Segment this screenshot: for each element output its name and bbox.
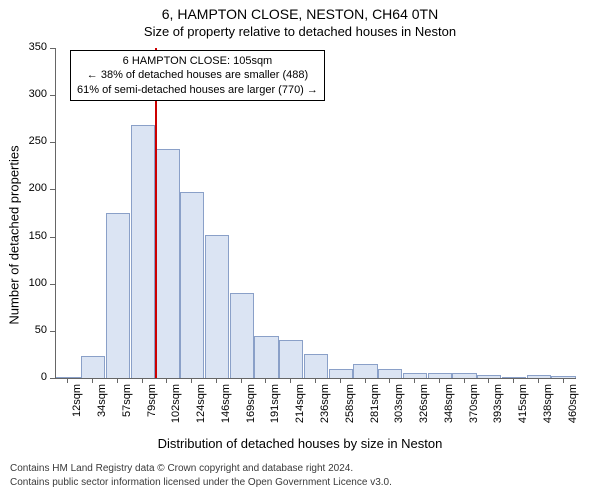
y-tick <box>50 189 55 190</box>
y-tick-label: 250 <box>19 135 47 147</box>
copyright-line-1: Contains HM Land Registry data © Crown c… <box>10 463 353 474</box>
x-tick-label: 281sqm <box>369 384 381 434</box>
y-tick-label: 350 <box>19 41 47 53</box>
y-tick <box>50 284 55 285</box>
x-tick-label: 169sqm <box>245 384 257 434</box>
x-tick <box>241 378 242 383</box>
chart-title-main: 6, HAMPTON CLOSE, NESTON, CH64 0TN <box>0 6 600 22</box>
histogram-bar <box>155 149 179 378</box>
x-tick-label: 348sqm <box>443 384 455 434</box>
x-tick <box>142 378 143 383</box>
x-tick-label: 34sqm <box>96 384 108 434</box>
x-tick <box>340 378 341 383</box>
x-tick-label: 460sqm <box>567 384 579 434</box>
x-tick-label: 415sqm <box>517 384 529 434</box>
x-tick <box>538 378 539 383</box>
y-tick <box>50 378 55 379</box>
copyright-line-2: Contains public sector information licen… <box>10 477 392 488</box>
x-tick <box>315 378 316 383</box>
x-tick <box>290 378 291 383</box>
x-tick <box>563 378 564 383</box>
y-tick-label: 300 <box>19 88 47 100</box>
y-tick-label: 50 <box>19 324 47 336</box>
x-tick-label: 124sqm <box>195 384 207 434</box>
histogram-bar <box>106 213 130 378</box>
x-tick-label: 326sqm <box>418 384 430 434</box>
x-tick <box>513 378 514 383</box>
x-tick <box>191 378 192 383</box>
y-tick <box>50 95 55 96</box>
y-tick <box>50 142 55 143</box>
y-tick-label: 150 <box>19 230 47 242</box>
histogram-bar <box>205 235 229 378</box>
x-tick-label: 102sqm <box>170 384 182 434</box>
x-tick <box>92 378 93 383</box>
histogram-bar <box>304 354 328 378</box>
x-axis-label: Distribution of detached houses by size … <box>0 436 600 451</box>
y-tick <box>50 237 55 238</box>
x-tick-label: 258sqm <box>344 384 356 434</box>
x-tick-label: 214sqm <box>294 384 306 434</box>
histogram-bar <box>353 364 377 378</box>
x-tick <box>414 378 415 383</box>
copyright-text: Contains HM Land Registry data © Crown c… <box>10 462 392 489</box>
x-tick <box>439 378 440 383</box>
x-tick-label: 393sqm <box>492 384 504 434</box>
annotation-box: 6 HAMPTON CLOSE: 105sqm← 38% of detached… <box>70 50 325 101</box>
histogram-bar <box>279 340 303 378</box>
histogram-bar <box>131 125 155 378</box>
chart-title-sub: Size of property relative to detached ho… <box>0 24 600 39</box>
annotation-line: 6 HAMPTON CLOSE: 105sqm <box>77 54 318 68</box>
x-tick <box>488 378 489 383</box>
annotation-line: 61% of semi-detached houses are larger (… <box>77 83 318 97</box>
x-tick <box>464 378 465 383</box>
x-tick <box>67 378 68 383</box>
histogram-bar <box>527 375 551 378</box>
x-tick-label: 12sqm <box>71 384 83 434</box>
x-tick <box>365 378 366 383</box>
x-tick <box>166 378 167 383</box>
y-tick-label: 0 <box>19 371 47 383</box>
annotation-line: ← 38% of detached houses are smaller (48… <box>77 68 318 82</box>
y-tick <box>50 48 55 49</box>
histogram-bar <box>428 373 452 378</box>
x-tick <box>389 378 390 383</box>
x-tick-label: 236sqm <box>319 384 331 434</box>
histogram-bar <box>452 373 476 378</box>
y-tick <box>50 331 55 332</box>
x-tick <box>117 378 118 383</box>
x-tick-label: 303sqm <box>393 384 405 434</box>
x-tick <box>216 378 217 383</box>
x-tick-label: 146sqm <box>220 384 232 434</box>
x-tick-label: 438sqm <box>542 384 554 434</box>
histogram-bar <box>81 356 105 378</box>
y-tick-label: 200 <box>19 182 47 194</box>
histogram-bar <box>551 376 575 378</box>
y-tick-label: 100 <box>19 277 47 289</box>
histogram-bar <box>254 336 278 378</box>
chart-container: 6, HAMPTON CLOSE, NESTON, CH64 0TN Size … <box>0 0 600 500</box>
x-tick <box>265 378 266 383</box>
x-tick-label: 370sqm <box>468 384 480 434</box>
x-tick-label: 57sqm <box>121 384 133 434</box>
histogram-bar <box>180 192 204 378</box>
histogram-bar <box>230 293 254 378</box>
histogram-bar <box>329 369 353 378</box>
x-tick-label: 79sqm <box>146 384 158 434</box>
x-tick-label: 191sqm <box>269 384 281 434</box>
histogram-bar <box>378 369 402 378</box>
